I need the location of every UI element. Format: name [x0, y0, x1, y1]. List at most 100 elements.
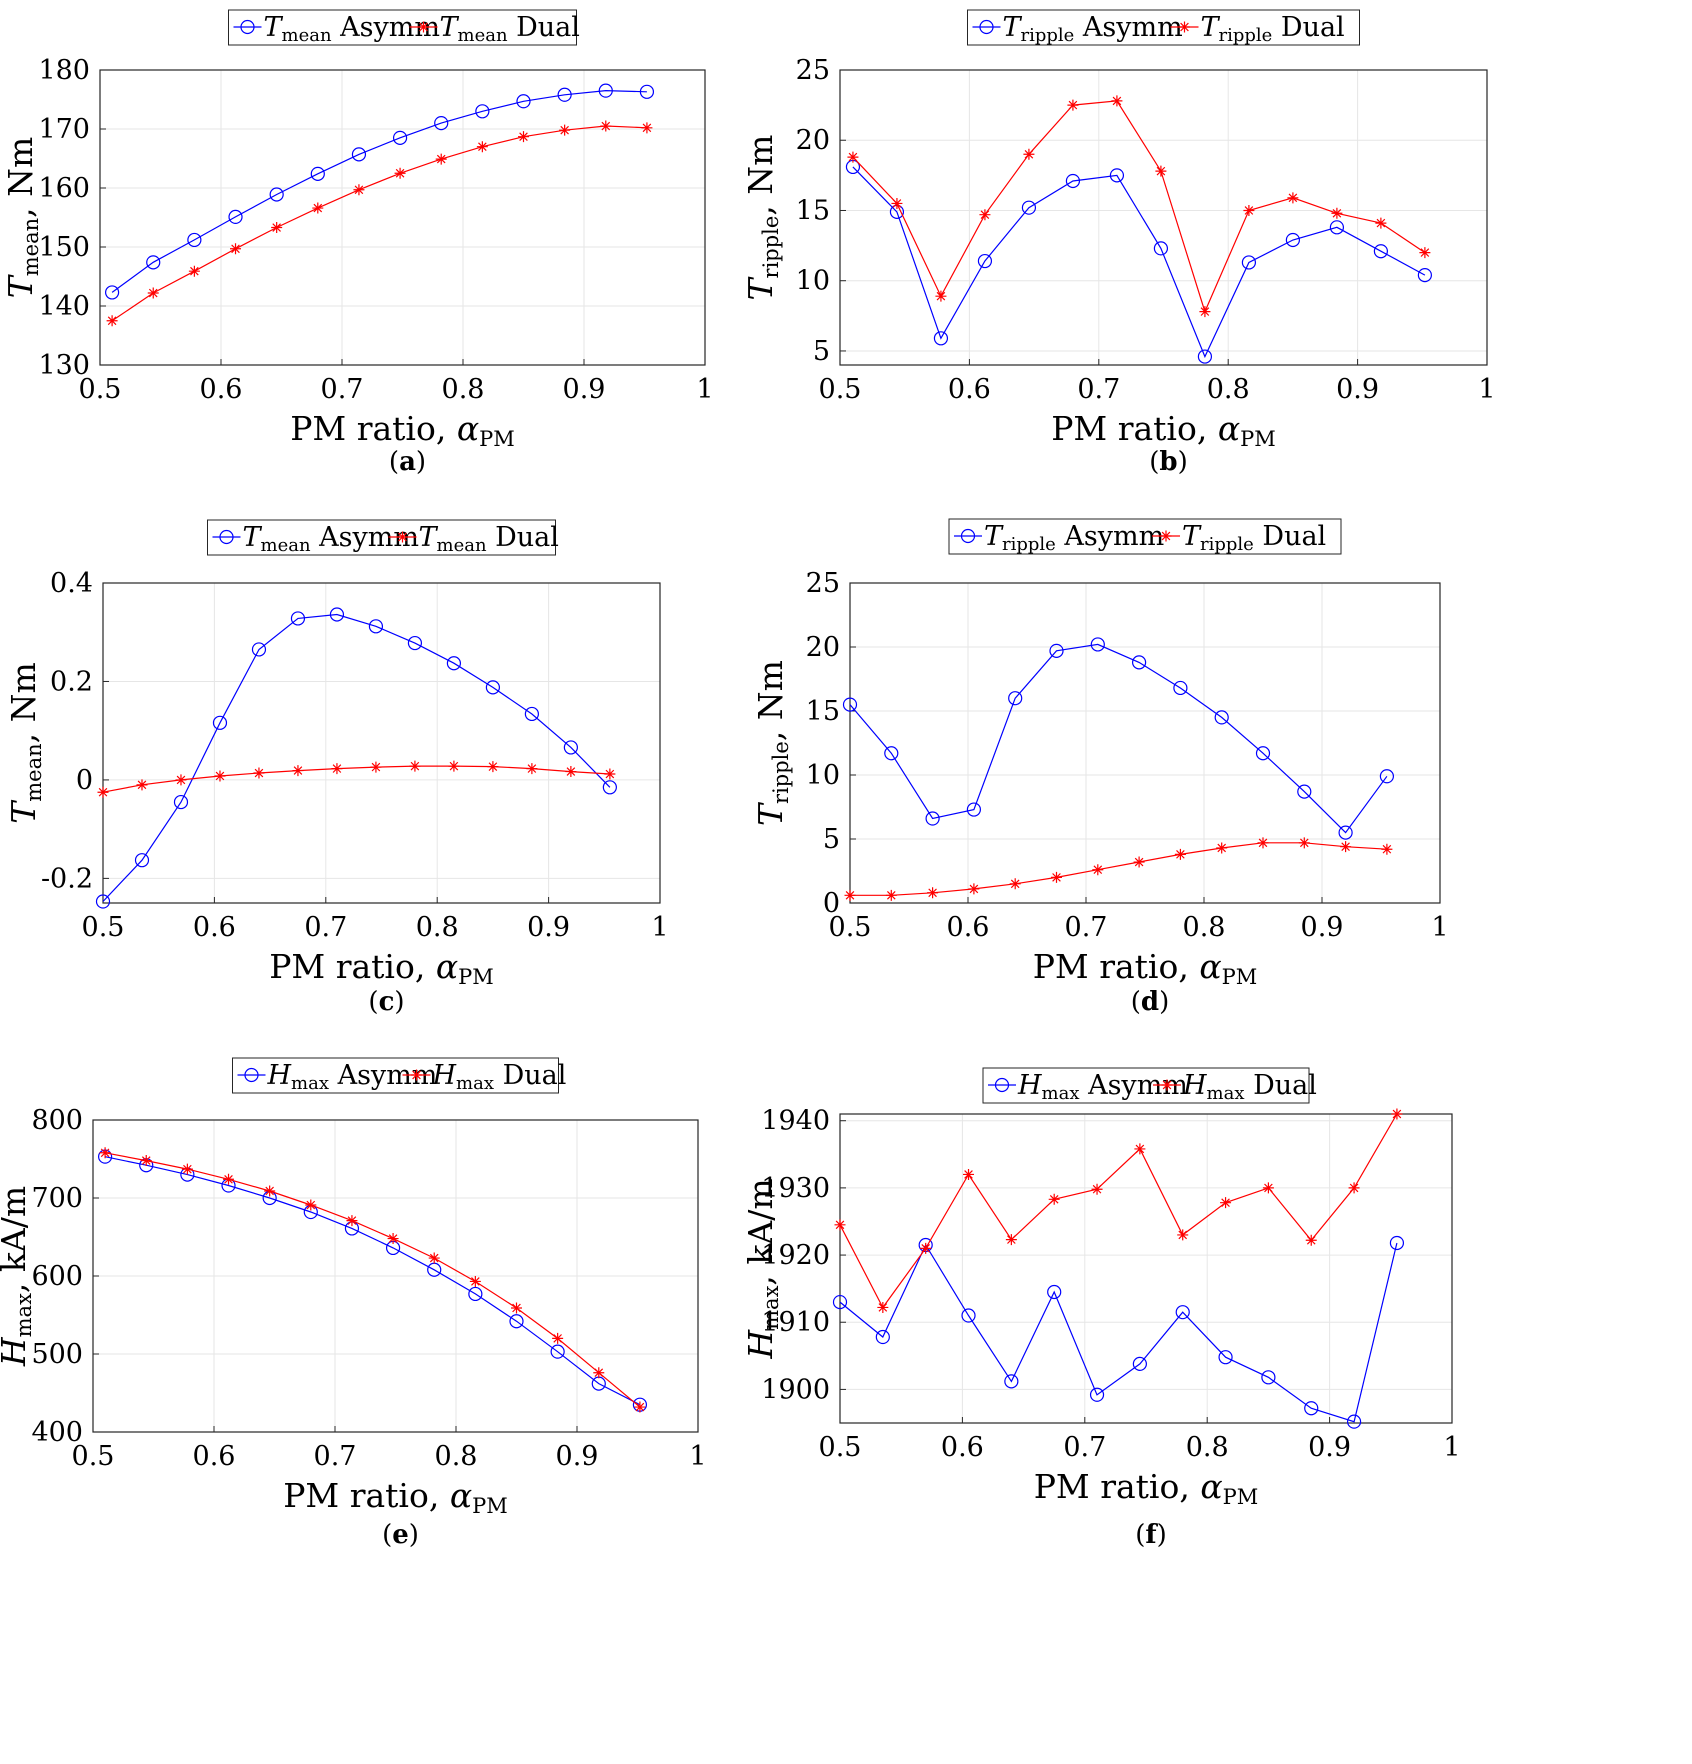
- x-tick-label: 0.9: [1308, 1432, 1351, 1463]
- y-tick-label: 20: [796, 125, 830, 156]
- caption-close: ): [409, 1520, 419, 1550]
- data-point-star: [487, 761, 499, 773]
- data-point-star: [1419, 247, 1431, 259]
- x-tick-label: 0.8: [1183, 912, 1226, 943]
- data-point-circle: [1008, 691, 1023, 706]
- y-tick-label: 140: [38, 291, 90, 322]
- y-axis-label-text: , Nm: [741, 135, 780, 216]
- y-tick-label: 25: [796, 55, 830, 86]
- data-point-star: [600, 120, 612, 132]
- data-point-circle: [1338, 825, 1353, 840]
- legend-entry-asymm: Tripple Asymm: [984, 521, 1164, 555]
- data-point-star: [1111, 95, 1123, 107]
- y-tick-label: 600: [31, 1261, 83, 1292]
- data-point-circle: [563, 740, 578, 755]
- data-point-star: [409, 760, 421, 772]
- legend-entry-dual: Hmax Dual: [432, 1060, 567, 1094]
- y-axis-symbol: T: [741, 275, 780, 300]
- x-axis-label: PM ratio, αPM: [1033, 947, 1258, 989]
- caption-close: ): [1178, 447, 1188, 477]
- series-line: [850, 842, 1387, 896]
- x-axis-label: PM ratio, αPM: [269, 947, 494, 989]
- x-tick-label: 1: [689, 1441, 706, 1472]
- legend-marker-star: [411, 1069, 422, 1081]
- data-point-circle: [1173, 680, 1188, 696]
- y-axis-symbol: H: [0, 1336, 33, 1367]
- x-axis-label-text: PM ratio,: [290, 409, 457, 448]
- y-axis-label: Tripple, Nm: [741, 135, 783, 301]
- plot-frame: [849, 582, 1441, 904]
- panel-caption: (c): [368, 987, 404, 1017]
- data-point-circle: [468, 1286, 483, 1302]
- y-axis-label: Tmean, Nm: [1, 137, 43, 299]
- data-point-star: [214, 770, 226, 782]
- legend-marker-star: [1160, 530, 1172, 542]
- plot-frame: [99, 69, 706, 366]
- x-tick-label: 0.9: [556, 1441, 599, 1472]
- chart-e: 0.5 0.6 0.7 0.8 0.9 1 400 500 600 700 800 PM ratio,…: [0, 1057, 707, 1550]
- data-point-star: [1220, 1197, 1232, 1209]
- legend-series-name: Dual: [494, 1060, 566, 1091]
- data-point-star: [877, 1301, 889, 1313]
- x-axis-symbol: α: [1218, 409, 1240, 448]
- legend-symbol: T: [984, 521, 1004, 552]
- legend-marker-circle: [979, 19, 994, 35]
- data-point-star: [1051, 871, 1062, 883]
- data-point-star: [979, 209, 991, 221]
- legend-symbol: T: [440, 12, 460, 43]
- series-asymm: [845, 159, 1432, 364]
- y-tick-label: 160: [38, 173, 90, 204]
- y-axis-label-text: , kA/m: [741, 1178, 780, 1285]
- y-axis-label: Hmax, kA/m: [741, 1178, 783, 1359]
- legend-series-name: Dual: [487, 522, 559, 553]
- legend-subscript: mean: [261, 535, 311, 556]
- chart-c: 0.5 0.6 0.7 0.8 0.9 1 -0.2 0 0.2 0.4 PM ratio, αPM…: [4, 519, 669, 1017]
- series-line: [104, 1156, 641, 1406]
- data-point-star: [188, 265, 200, 277]
- x-axis-subscript: PM: [458, 965, 494, 989]
- y-tick-label: 1930: [761, 1173, 830, 1204]
- data-point-circle: [966, 802, 982, 817]
- series-line: [852, 100, 1426, 314]
- data-point-circle: [485, 680, 500, 695]
- data-point-star: [1298, 837, 1310, 849]
- data-point-star: [552, 1332, 564, 1344]
- data-point-circle: [392, 130, 408, 145]
- y-axis-label: Tmean, Nm: [4, 662, 46, 824]
- x-tick-label: 0.6: [193, 912, 236, 943]
- data-point-circle: [1255, 746, 1271, 761]
- data-point-star: [305, 1199, 317, 1211]
- data-point-circle: [1214, 710, 1229, 725]
- caption-close: ): [1159, 987, 1169, 1017]
- series-line: [104, 1152, 641, 1408]
- x-axis-label: PM ratio, αPM: [1051, 409, 1276, 451]
- data-point-circle: [351, 147, 367, 162]
- data-point-circle: [875, 1329, 890, 1345]
- y-tick-label: 10: [806, 760, 840, 791]
- x-tick-label: 0.7: [1077, 374, 1120, 405]
- legend-subscript: max: [291, 1073, 329, 1094]
- y-tick-label: 0.2: [50, 666, 93, 697]
- series-dual: [106, 120, 653, 327]
- data-point-star: [448, 760, 460, 772]
- data-point-star: [844, 889, 856, 901]
- data-point-star: [428, 1252, 440, 1264]
- y-tick-label: 5: [813, 336, 830, 367]
- data-point-circle: [1021, 200, 1037, 215]
- caption-letter: f: [1145, 1520, 1158, 1550]
- legend-entry-asymm: Tripple Asymm: [1003, 12, 1183, 46]
- x-axis-subscript: PM: [472, 1494, 508, 1518]
- panel-caption: (f): [1135, 1520, 1167, 1550]
- y-axis-subscript: ripple: [769, 741, 793, 804]
- y-axis-label-text: , Nm: [4, 662, 43, 743]
- y-tick-label: 15: [806, 696, 840, 727]
- data-point-star: [847, 151, 859, 163]
- x-tick-label: 0.7: [314, 1441, 357, 1472]
- series-asymm: [97, 1149, 648, 1412]
- legend-entry-dual: Tmean Dual: [440, 12, 580, 46]
- caption-open: (: [389, 447, 399, 477]
- data-point-circle: [550, 1344, 565, 1359]
